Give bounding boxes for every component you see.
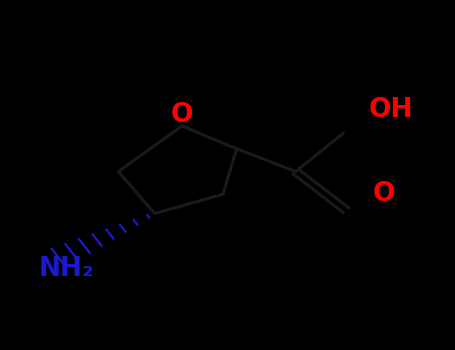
Text: O: O bbox=[171, 103, 193, 128]
Text: NH₂: NH₂ bbox=[39, 257, 94, 282]
Text: OH: OH bbox=[369, 97, 413, 123]
Text: O: O bbox=[373, 181, 395, 207]
